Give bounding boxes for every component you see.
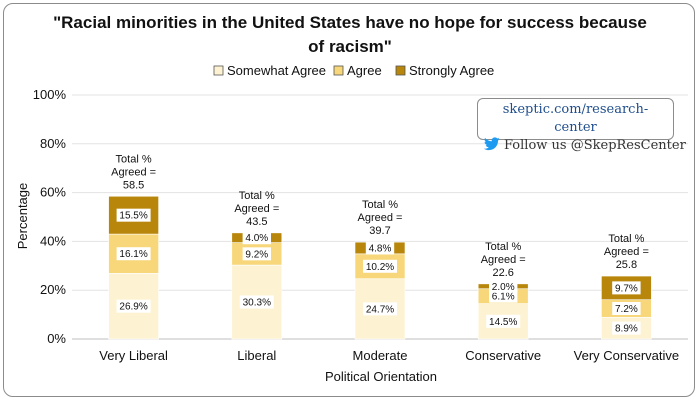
data-label-bg-2-0	[363, 302, 397, 316]
data-label-bg-2-1	[363, 259, 397, 273]
data-label-bg-1-2	[242, 231, 271, 245]
total-annotation-0-line-2: 58.5	[123, 179, 144, 191]
data-label-0-0: 26.9%	[119, 302, 147, 313]
x-tick-0: Very Liberal	[99, 348, 168, 363]
y-axis-ticks: 0% 20% 40% 60% 80% 100%	[33, 87, 67, 346]
total-annotation-2-line-1: Agreed =	[358, 212, 403, 224]
data-label-bg-4-2	[612, 281, 641, 295]
y-tick-3: 60%	[40, 185, 66, 200]
legend-swatch-1	[333, 65, 344, 76]
total-annotation-0-line-1: Agreed =	[111, 166, 156, 178]
data-label-3-2: 2.0%	[492, 282, 515, 293]
total-annotation-2-line-0: Total %	[362, 199, 398, 211]
total-annotation-1-line-2: 43.5	[246, 216, 267, 228]
data-label-bg-1-0	[239, 295, 274, 309]
twitter-bird-icon	[483, 137, 500, 157]
data-label-2-2: 4.8%	[369, 243, 392, 254]
data-label-0-1: 16.1%	[119, 249, 147, 260]
data-label-bg-4-0	[612, 321, 641, 335]
y-axis-label: Percentage	[15, 183, 30, 250]
x-axis-label: Political Orientation	[325, 369, 437, 384]
total-annotation-3-line-2: 22.6	[492, 267, 513, 279]
x-axis-ticks: Very Liberal Liberal Moderate Conservative V…	[99, 348, 679, 363]
legend-swatch-0	[213, 65, 224, 76]
x-tick-3: Conservative	[465, 348, 541, 363]
legend-label-0: Somewhat Agree	[227, 63, 326, 78]
legend-label-2: Strongly Agree	[409, 63, 494, 78]
data-label-bg-4-1	[612, 302, 641, 315]
legend-label-1: Agree	[347, 63, 382, 78]
y-tick-4: 80%	[40, 136, 66, 151]
data-label-4-1: 7.2%	[615, 304, 638, 315]
data-label-bg-0-2	[116, 208, 151, 222]
y-tick-2: 40%	[40, 233, 66, 248]
branding-box: skeptic.com/research-center Follow us @S…	[477, 98, 686, 153]
chart-title-line-2: of racism"	[308, 37, 392, 56]
gridlines	[72, 94, 688, 340]
data-label-bg-3-0	[486, 314, 521, 328]
legend-swatch-2	[395, 65, 406, 76]
data-label-0-2: 15.5%	[119, 211, 147, 222]
data-label-bg-0-0	[116, 299, 151, 313]
x-tick-4: Very Conservative	[574, 348, 680, 363]
data-label-1-0: 30.3%	[243, 298, 271, 309]
data-label-4-0: 8.9%	[615, 324, 638, 335]
x-tick-2: Moderate	[353, 348, 408, 363]
total-annotation-4-line-0: Total %	[608, 233, 644, 245]
total-annotation-2-line-2: 39.7	[369, 225, 390, 237]
total-annotation-4-line-2: 25.8	[616, 259, 637, 271]
data-label-3-1: 6.1%	[492, 292, 515, 303]
branding-follow-text: Follow us @SkepResCenter	[504, 138, 686, 153]
total-annotation-1-line-1: Agreed =	[234, 203, 279, 215]
chart-title-line-1: "Racial minorities in the United States …	[53, 13, 647, 32]
total-annotation-4-line-1: Agreed =	[604, 246, 649, 258]
data-label-1-2: 4.0%	[245, 233, 268, 244]
y-tick-0: 0%	[47, 331, 66, 346]
data-label-2-1: 10.2%	[366, 262, 394, 273]
total-annotation-1-line-0: Total %	[239, 190, 275, 202]
branding-follow: Follow us @SkepResCenter	[483, 137, 686, 157]
legend: Somewhat Agree Agree Strongly Agree	[213, 63, 494, 78]
y-tick-1: 20%	[40, 282, 66, 297]
data-label-bg-3-1	[489, 289, 518, 303]
data-label-2-0: 24.7%	[366, 304, 394, 315]
bars: 26.9%16.1%15.5%Total %Agreed =58.530.3%9…	[108, 153, 652, 340]
x-tick-1: Liberal	[237, 348, 276, 363]
y-tick-5: 100%	[33, 87, 67, 102]
total-annotation-3-line-0: Total %	[485, 241, 521, 253]
data-label-1-1: 9.2%	[245, 249, 268, 260]
data-label-3-0: 14.5%	[489, 317, 517, 328]
data-label-bg-1-1	[242, 247, 271, 261]
branding-url: skeptic.com/research-center	[502, 102, 649, 135]
total-annotation-3-line-1: Agreed =	[481, 254, 526, 266]
data-label-bg-2-2	[365, 241, 395, 255]
data-label-bg-0-1	[116, 247, 151, 261]
data-label-4-2: 9.7%	[615, 283, 638, 294]
data-label-bg-3-2	[489, 279, 518, 293]
total-annotation-0-line-0: Total %	[116, 153, 152, 165]
